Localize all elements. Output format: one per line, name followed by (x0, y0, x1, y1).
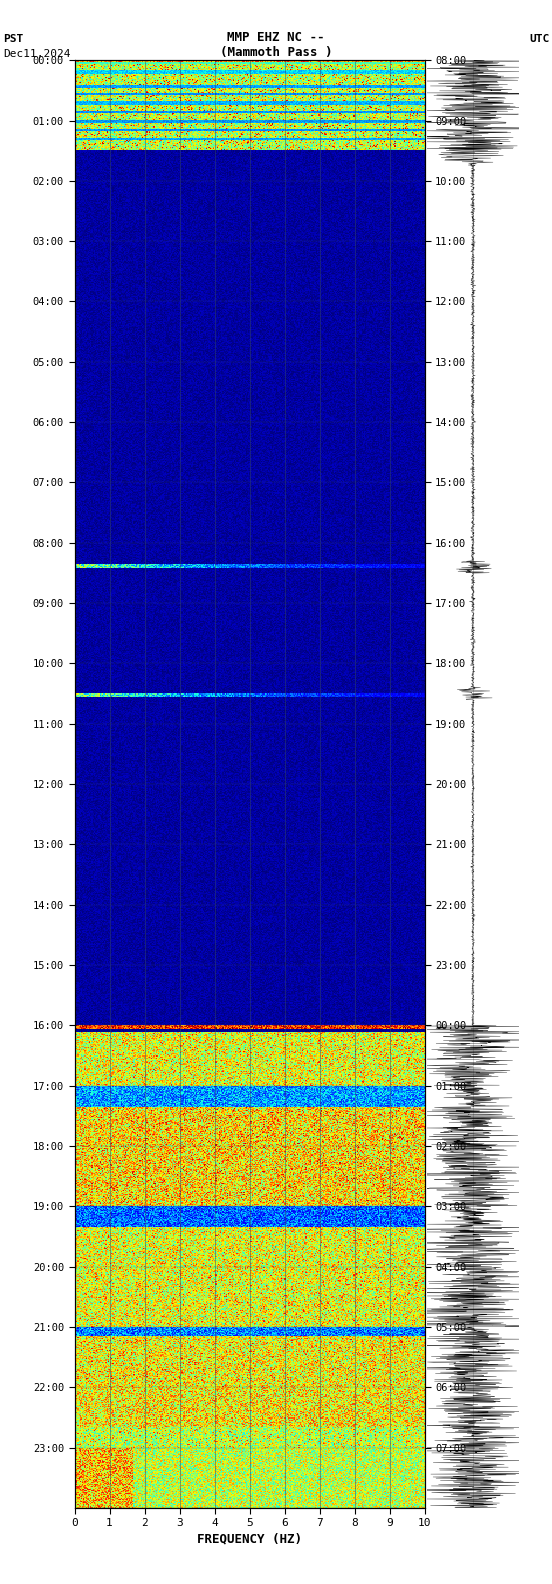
Text: UTC: UTC (529, 35, 549, 44)
Text: PST: PST (3, 35, 23, 44)
Text: MMP EHZ NC --: MMP EHZ NC -- (227, 32, 325, 44)
Text: Dec11,2024: Dec11,2024 (3, 49, 70, 59)
X-axis label: FREQUENCY (HZ): FREQUENCY (HZ) (197, 1533, 302, 1546)
Text: (Mammoth Pass ): (Mammoth Pass ) (220, 46, 332, 59)
